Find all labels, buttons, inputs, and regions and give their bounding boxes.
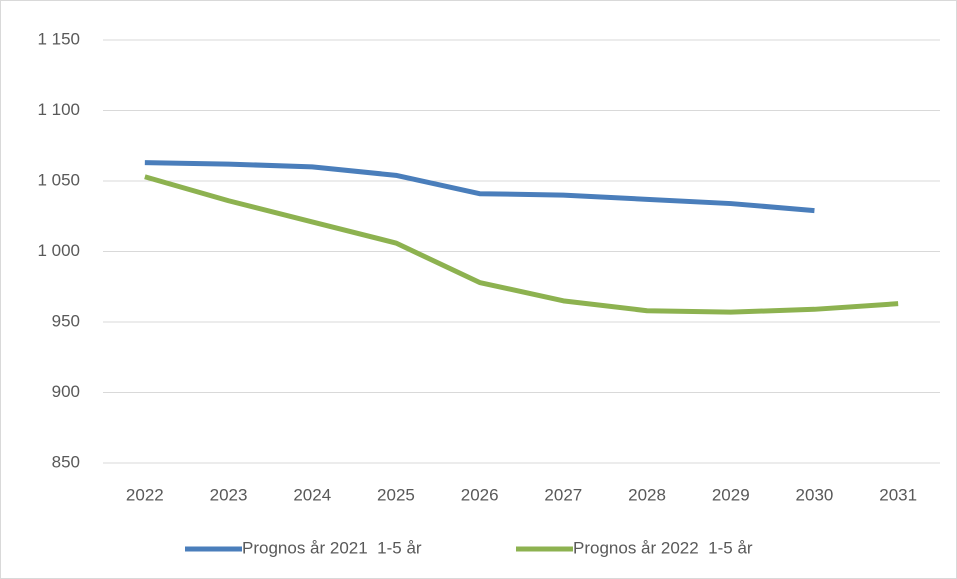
y-tick-label: 1 100 xyxy=(37,100,80,119)
x-tick-label: 2027 xyxy=(544,485,582,504)
x-tick-label: 2022 xyxy=(126,485,164,504)
y-tick-label: 1 000 xyxy=(37,241,80,260)
x-tick-label: 2025 xyxy=(377,485,415,504)
legend-label: Prognos år 2021 1-5 år xyxy=(242,538,422,557)
y-tick-label: 900 xyxy=(52,382,80,401)
x-tick-label: 2030 xyxy=(796,485,834,504)
series-line xyxy=(144,160,815,214)
x-tick-label: 2028 xyxy=(628,485,666,504)
y-tick-label: 1 050 xyxy=(37,170,80,189)
y-tick-label: 950 xyxy=(52,311,80,330)
x-tick-label: 2029 xyxy=(712,485,750,504)
y-tick-label: 1 150 xyxy=(37,29,80,48)
x-tick-label: 2031 xyxy=(879,485,917,504)
x-tick-label: 2026 xyxy=(461,485,499,504)
y-tick-label: 850 xyxy=(52,452,80,471)
series-line xyxy=(144,174,899,315)
legend-label: Prognos år 2022 1-5 år xyxy=(573,538,753,557)
x-tick-label: 2024 xyxy=(293,485,331,504)
x-tick-label: 2023 xyxy=(210,485,248,504)
